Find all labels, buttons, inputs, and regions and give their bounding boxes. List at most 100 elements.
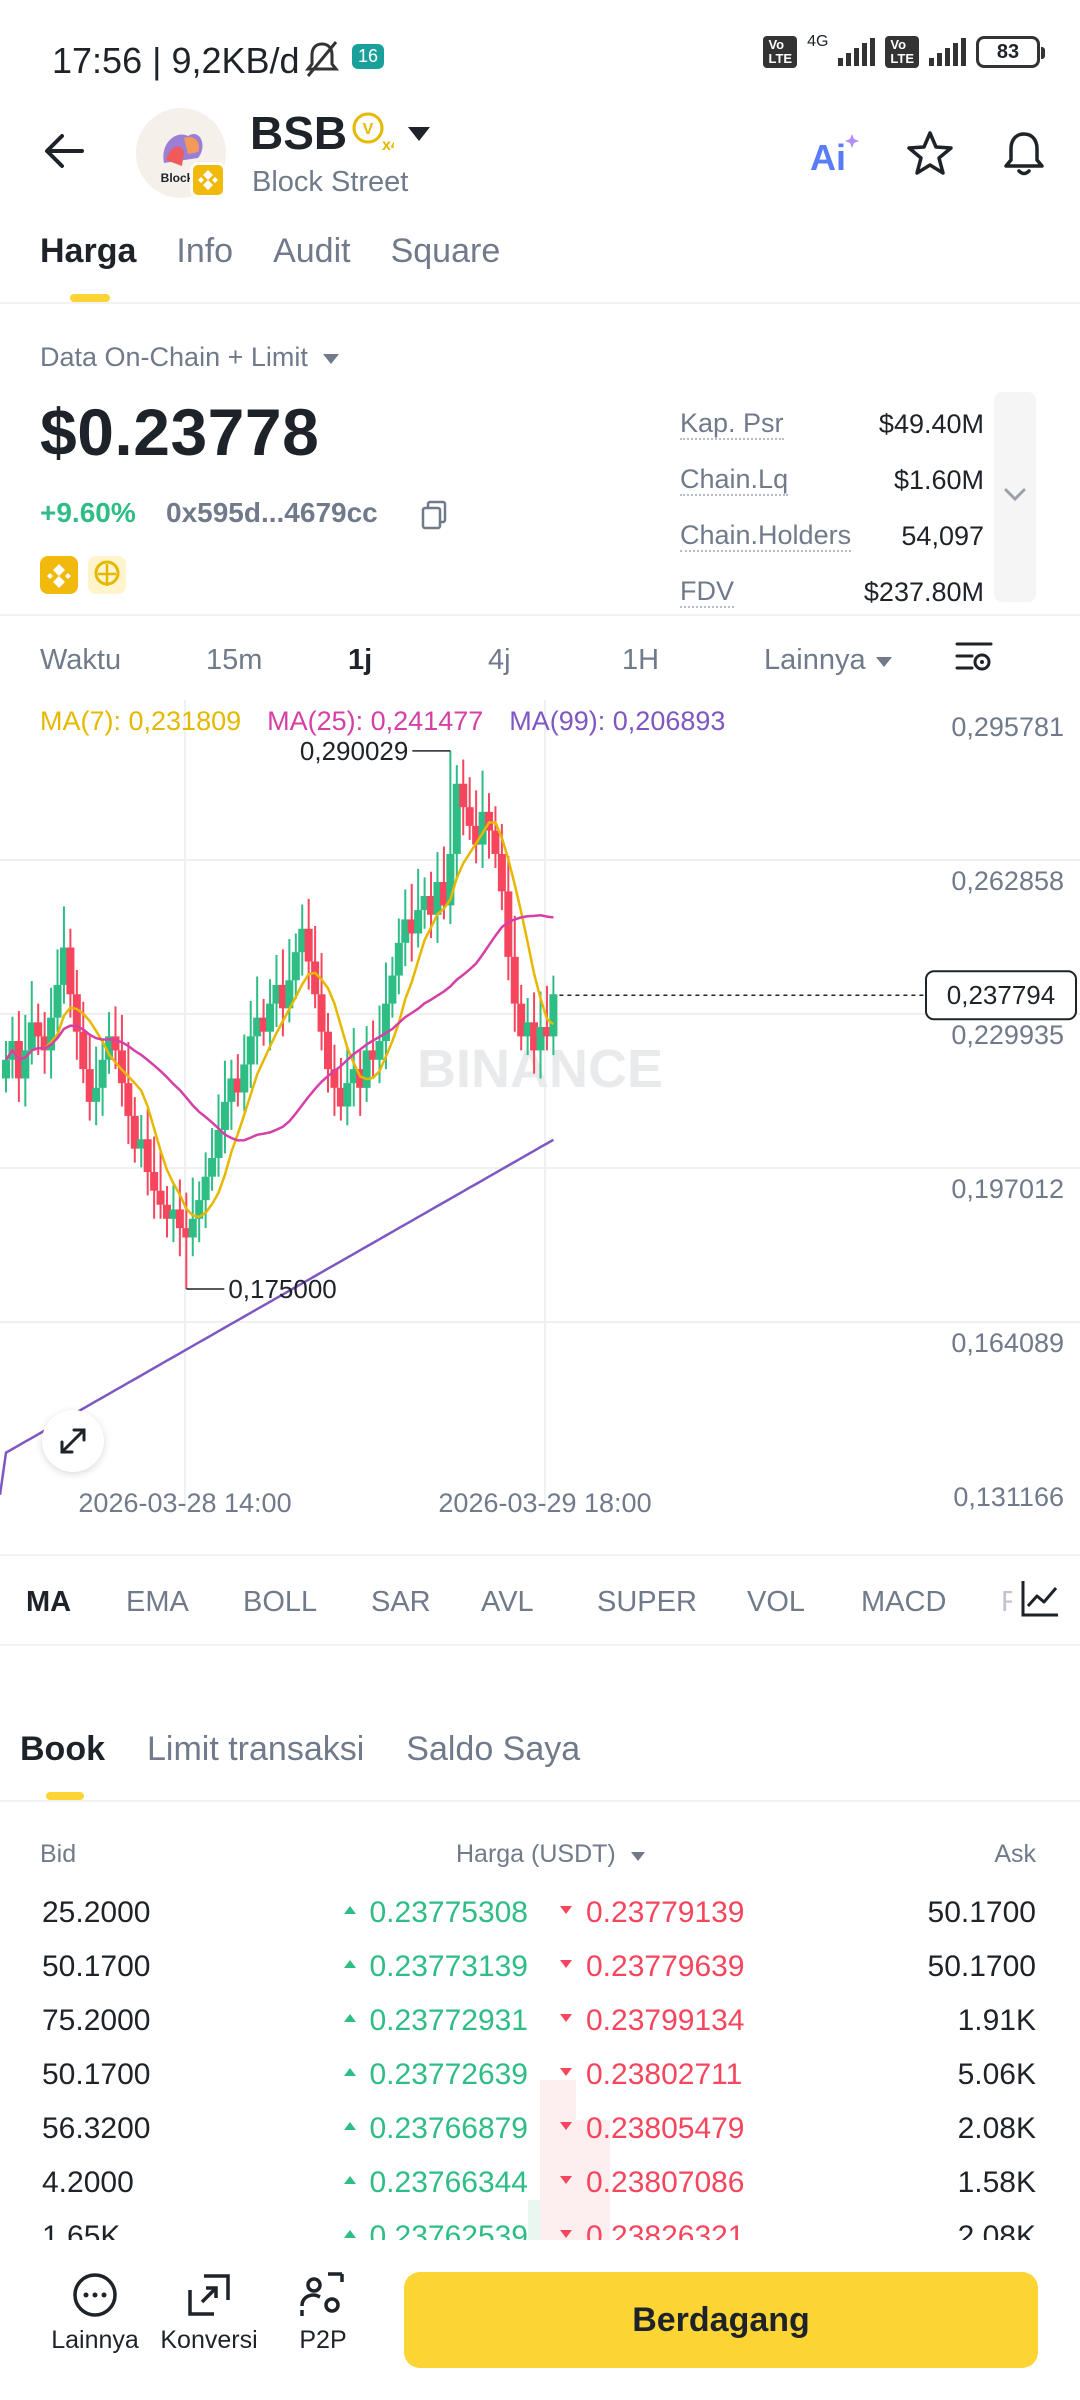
- down-arrow-icon: [560, 1960, 572, 1969]
- up-arrow-icon: [343, 2014, 356, 2023]
- price-chart[interactable]: BINANCE 0,295781 0,262858 0,229935 0,197012…: [0, 690, 1080, 1520]
- indicator-ma[interactable]: MA: [26, 1586, 72, 1618]
- data-source-selector[interactable]: Data On-Chain + Limit: [40, 342, 341, 373]
- interval-4j[interactable]: 4j: [488, 643, 511, 676]
- nav-p2p[interactable]: P2P: [268, 2270, 378, 2355]
- candle-body: [105, 1036, 114, 1060]
- candle-body: [143, 1139, 152, 1173]
- interval-time-label[interactable]: Waktu: [40, 643, 122, 676]
- tab-my-balance[interactable]: Saldo Saya: [406, 1730, 581, 1768]
- candle-body: [497, 853, 506, 892]
- audit-shield-icon[interactable]: [88, 556, 126, 594]
- bid-amount: 56.3200: [42, 2112, 151, 2145]
- candle-body: [298, 928, 307, 953]
- interval-15m[interactable]: 15m: [206, 643, 263, 676]
- candle-body: [317, 994, 326, 1032]
- bid-depth-bar: [528, 2200, 540, 2240]
- candle-body: [259, 1017, 268, 1032]
- svg-text:Ai: Ai: [810, 137, 846, 178]
- candle-body: [530, 1022, 539, 1051]
- candle-body: [465, 807, 474, 826]
- candle-body: [163, 1204, 171, 1219]
- orderbook-row[interactable]: 75.2000 0.23772931 0.23799134 1.91K: [0, 2004, 1080, 2058]
- up-arrow-icon: [343, 2068, 356, 2077]
- candle-body: [304, 928, 313, 962]
- candle-body: [208, 1157, 217, 1177]
- y-axis-tick: 0,164089: [951, 1328, 1064, 1358]
- status-bar-right: Vo LTE 4G Vo LTE 83: [763, 33, 1045, 68]
- copy-address-icon[interactable]: [420, 500, 448, 535]
- orderbook-row[interactable]: 56.3200 0.23766879 0.23805479 2.08K: [0, 2112, 1080, 2166]
- orderbook-row[interactable]: 25.2000 0.23775308 0.23779139 50.1700: [0, 1896, 1080, 1950]
- orderbook-head-price[interactable]: Harga (USDT): [456, 1840, 647, 1869]
- stat-value-holders: 54,097: [901, 520, 984, 551]
- candle-body: [459, 783, 468, 808]
- tab-info[interactable]: Info: [176, 232, 234, 270]
- chart-settings-icon[interactable]: [954, 636, 994, 684]
- candle-body: [407, 919, 416, 934]
- candle-body: [130, 1115, 139, 1149]
- ask-depth-bar: [576, 2120, 610, 2240]
- nav-more[interactable]: Lainnya: [40, 2270, 150, 2355]
- candle-body: [201, 1176, 210, 1201]
- x-axis-tick: 2026-03-29 18:00: [438, 1488, 651, 1518]
- indicator-boll[interactable]: BOLL: [243, 1586, 318, 1618]
- indicator-avl[interactable]: AVL: [481, 1586, 534, 1618]
- tab-harga[interactable]: Harga: [40, 232, 137, 270]
- stat-value-liquidity: $1.60M: [893, 464, 984, 495]
- y-axis-tick: 0,229935: [951, 1020, 1064, 1050]
- caret-down-icon: [875, 656, 892, 667]
- back-arrow-icon[interactable]: [42, 128, 88, 174]
- candle-body: [401, 919, 410, 943]
- indicator-vol[interactable]: VOL: [747, 1586, 806, 1618]
- orderbook-tabs: Book Limit transaksi Saldo Saya: [20, 1730, 580, 1769]
- stats-expand-button[interactable]: [994, 392, 1036, 602]
- candle-body: [214, 1129, 223, 1158]
- price-alert-bell-icon[interactable]: [998, 128, 1050, 180]
- indicator-macd[interactable]: MACD: [861, 1586, 947, 1618]
- candle-body: [375, 1041, 384, 1060]
- current-price-tag-text: 0,237794: [947, 980, 1055, 1010]
- down-arrow-icon: [560, 2230, 572, 2239]
- token-stats: Kap. Psr $49.40M Chain.Lq $1.60M Chain.Hol…: [680, 396, 984, 620]
- indicator-sar[interactable]: SAR: [371, 1586, 431, 1618]
- candle-body: [150, 1172, 159, 1191]
- candle-body: [394, 942, 403, 976]
- trade-button[interactable]: Berdagang: [404, 2272, 1038, 2368]
- candle-body: [414, 910, 423, 934]
- bid-amount: 50.1700: [42, 2058, 151, 2091]
- down-arrow-icon: [560, 2014, 572, 2023]
- orderbook-row[interactable]: 50.1700 0.23772639 0.23802711 5.06K: [0, 2058, 1080, 2112]
- bnb-chain-icon[interactable]: [40, 556, 78, 594]
- interval-more[interactable]: Lainnya: [764, 644, 954, 677]
- ai-assistant-icon[interactable]: Ai: [808, 128, 860, 180]
- tab-audit[interactable]: Audit: [273, 232, 351, 270]
- indicator-settings-icon[interactable]: [1012, 1576, 1062, 1625]
- token-tabs: Harga Info Audit Square: [40, 232, 500, 271]
- fullscreen-expand-button[interactable]: [42, 1410, 104, 1472]
- tab-book[interactable]: Book: [20, 1730, 105, 1768]
- divider: [0, 614, 1080, 616]
- divider: [0, 1644, 1080, 1646]
- interval-1j[interactable]: 1j: [348, 643, 373, 676]
- contract-address: 0x595d...4679cc: [166, 497, 378, 528]
- indicator-super[interactable]: SUPER: [597, 1586, 697, 1618]
- tab-trade-limit[interactable]: Limit transaksi: [147, 1730, 365, 1768]
- down-arrow-icon: [560, 2122, 572, 2131]
- tab-square[interactable]: Square: [390, 232, 501, 270]
- token-switch-dropdown-icon[interactable]: [406, 124, 432, 149]
- nav-convert[interactable]: Konversi: [154, 2270, 264, 2355]
- svg-text:V: V: [363, 121, 374, 138]
- orderbook-row[interactable]: 4.2000 0.23766344 0.23807086 1.58K: [0, 2166, 1080, 2220]
- candle-body: [278, 984, 287, 1009]
- ask-depth-bar: [540, 2080, 576, 2240]
- candle-body: [169, 1209, 178, 1219]
- favorite-star-icon[interactable]: [904, 128, 956, 180]
- interval-1h[interactable]: 1H: [622, 643, 660, 676]
- orderbook-row[interactable]: 50.1700 0.23773139 0.23779639 50.1700: [0, 1950, 1080, 2004]
- price-change-percent: +9.60%: [40, 497, 136, 528]
- candle-body: [356, 1069, 365, 1088]
- active-tab-indicator: [70, 294, 110, 302]
- candle-body: [111, 1036, 120, 1051]
- indicator-ema[interactable]: EMA: [126, 1586, 189, 1618]
